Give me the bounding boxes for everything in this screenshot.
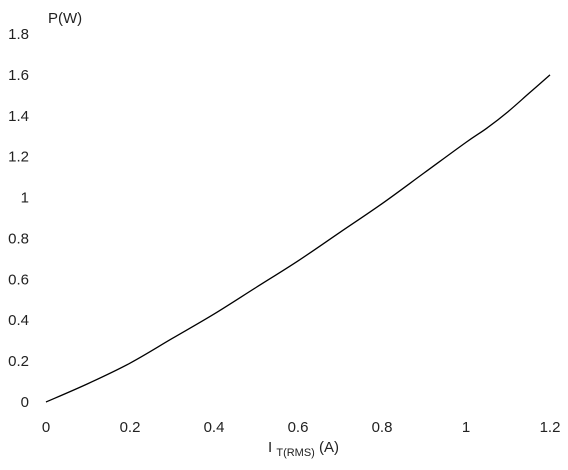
y-tick-label: 1	[21, 190, 29, 207]
x-tick-label: 1.2	[540, 419, 561, 436]
y-tick-label: 1.6	[8, 67, 29, 84]
y-tick-label: 1.2	[8, 149, 29, 166]
x-tick-label: 0.4	[204, 419, 225, 436]
x-tick-label: 0.2	[120, 419, 141, 436]
y-tick-label: 0.6	[8, 271, 29, 288]
x-tick-label: 0.8	[372, 419, 393, 436]
x-axis-label-subscript: T(RMS)	[276, 447, 315, 459]
series-layer	[45, 74, 551, 403]
y-axis-ticks: 0 0.2 0.4 0.6 0.8 1 1.2 1.4 1.6 1.8	[8, 26, 29, 411]
y-axis-label: P(W)	[48, 10, 82, 27]
series-line	[45, 74, 551, 403]
x-tick-label: 0.6	[288, 419, 309, 436]
y-tick-label: 0.2	[8, 353, 29, 370]
y-tick-label: 1.8	[8, 26, 29, 43]
x-axis-label-main: I	[268, 439, 272, 456]
x-axis-label-unit: (A)	[319, 439, 339, 456]
x-axis-ticks: 0 0.2 0.4 0.6 0.8 1 1.2	[42, 419, 561, 436]
y-tick-label: 1.4	[8, 108, 29, 125]
x-tick-label: 0	[42, 419, 50, 436]
x-axis-label: I T(RMS) (A)	[268, 439, 339, 460]
y-tick-label: 0	[21, 394, 29, 411]
y-tick-label: 0.4	[8, 312, 29, 329]
y-tick-label: 0.8	[8, 230, 29, 247]
x-tick-label: 1	[462, 419, 470, 436]
